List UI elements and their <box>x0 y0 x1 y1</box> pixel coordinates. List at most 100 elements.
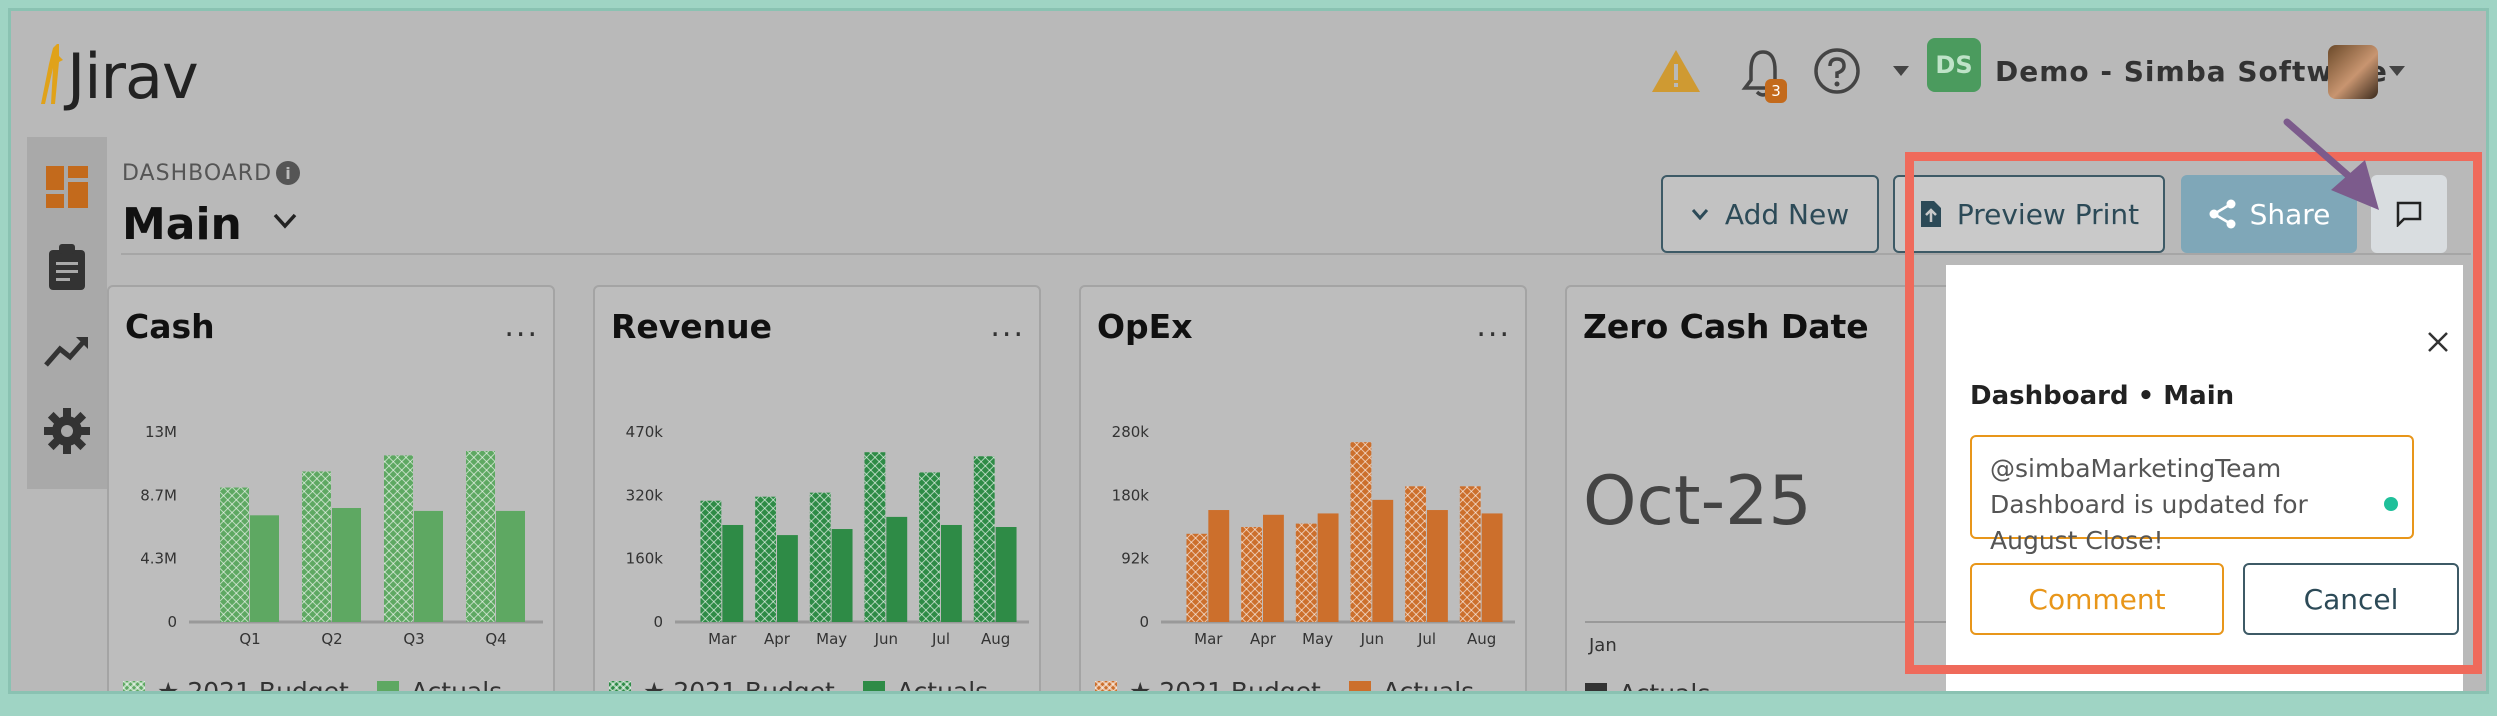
settings-icon <box>44 408 90 454</box>
legend-actuals-swatch <box>862 680 885 691</box>
company-name[interactable]: Demo - Simba Software <box>1995 55 2388 88</box>
zero-cash-date-value: Oct-25 <box>1583 462 1812 541</box>
close-icon[interactable] <box>2427 331 2449 357</box>
budget-bar <box>1350 442 1372 622</box>
user-avatar[interactable] <box>2328 45 2378 99</box>
x-tick-label: May <box>816 630 847 648</box>
help-chevron-down-icon[interactable] <box>1889 61 1913 81</box>
giraffe-icon <box>41 42 63 110</box>
breadcrumb[interactable]: DASHBOARD <box>122 161 273 186</box>
chart-legend: ★ 2021 Budget Actuals <box>609 677 989 694</box>
comment-panel: Dashboard • Main @simbaMarketingTeam Das… <box>1946 265 2463 691</box>
actuals-bar <box>1317 513 1339 622</box>
card-menu-button[interactable]: ... <box>990 309 1025 344</box>
file-print-icon <box>1920 201 1941 227</box>
x-tick-label: Mar <box>1194 630 1223 648</box>
sidebar-item-dashboard[interactable] <box>43 163 91 211</box>
legend-budget-swatch <box>609 680 631 691</box>
x-tick-label: Jul <box>931 630 950 648</box>
card-menu-button[interactable]: ... <box>504 309 539 344</box>
y-tick-label: 0 <box>1139 613 1149 631</box>
actuals-bar <box>722 524 744 622</box>
actuals-bar <box>777 535 798 622</box>
card-title: Revenue <box>611 307 773 346</box>
sidebar <box>27 137 107 489</box>
legend-budget-swatch <box>123 680 145 691</box>
budget-bar <box>1295 523 1317 622</box>
bell-icon[interactable]: 3 <box>1735 43 1791 103</box>
budget-bar <box>1241 527 1262 622</box>
y-tick-label: 13M <box>145 423 177 441</box>
sidebar-item-settings[interactable] <box>43 407 91 455</box>
add-new-chevron-icon <box>1691 209 1709 220</box>
sidebar-item-reports[interactable] <box>43 243 91 291</box>
y-tick-label: 0 <box>167 613 177 631</box>
comment-panel-title: Dashboard • Main <box>1970 381 2235 411</box>
add-new-label: Add New <box>1724 197 1850 231</box>
preview-print-label: Preview Print <box>1956 197 2140 231</box>
legend-actuals-swatch <box>1585 682 1607 691</box>
x-tick-label: Apr <box>1250 630 1277 648</box>
comment-submit-button[interactable]: Comment <box>1970 563 2224 635</box>
zero-axis-line <box>1585 621 2025 623</box>
legend-budget-label: ★ 2021 Budget <box>1129 677 1321 694</box>
help-icon[interactable] <box>1811 45 1863 97</box>
actuals-bar <box>941 524 962 622</box>
share-button[interactable]: Share <box>2181 175 2357 253</box>
x-tick-label: Apr <box>764 630 791 648</box>
title-chevron-down-icon[interactable] <box>273 213 297 233</box>
budget-bar <box>864 452 886 622</box>
card-menu-button[interactable]: ... <box>1476 309 1511 344</box>
budget-bar <box>466 451 495 622</box>
actuals-bar <box>886 516 908 622</box>
x-tick-label: Aug <box>1467 630 1496 648</box>
x-tick-label: May <box>1302 630 1333 648</box>
cash-card: Cash ... 0 4.3M 8.7M 13M Q1 Q2 Q3 Q4 ★ 2021 Bud… <box>107 285 555 694</box>
legend-budget-label: ★ 2021 Budget <box>157 677 349 694</box>
budget-bar <box>302 471 331 622</box>
status-dot <box>2384 497 2398 511</box>
actuals-bar <box>1481 513 1503 622</box>
legend-budget-label: ★ 2021 Budget <box>643 677 835 694</box>
actuals-bar <box>1372 499 1394 622</box>
preview-print-button[interactable]: Preview Print <box>1893 175 2165 253</box>
y-tick-label: 470k <box>626 423 664 441</box>
comment-input[interactable]: @simbaMarketingTeam Dashboard is updated… <box>1970 435 2414 555</box>
chart-legend: Actuals <box>1585 679 1710 691</box>
legend-actuals-label: Actuals <box>896 677 989 694</box>
clipboard-icon <box>49 244 85 290</box>
jirav-logo[interactable]: Jirav <box>41 40 199 113</box>
budget-bar <box>220 487 249 622</box>
legend-actuals-label: Actuals <box>1382 677 1475 694</box>
card-title: Zero Cash Date <box>1583 307 1869 346</box>
zero-axis-tick: Jan <box>1589 635 1617 656</box>
y-tick-label: 0 <box>653 613 663 631</box>
x-tick-label: Jul <box>1417 630 1436 648</box>
actuals-bar <box>831 529 853 622</box>
sidebar-item-analytics[interactable] <box>43 327 91 375</box>
add-new-button[interactable]: Add New <box>1661 175 1879 253</box>
company-avatar[interactable]: DS <box>1927 38 1981 92</box>
legend-budget-swatch <box>1095 680 1117 691</box>
actuals-bar <box>1427 510 1448 622</box>
revenue-chart: 0 160k 320k 470k Mar Apr May Jun Jul Aug <box>626 423 1029 648</box>
comments-button[interactable] <box>2371 175 2447 253</box>
warning-icon[interactable] <box>1648 45 1704 97</box>
budget-bar <box>1405 486 1426 622</box>
budget-bar <box>1459 486 1481 622</box>
actuals-bar <box>496 510 525 622</box>
info-icon[interactable]: i <box>276 161 300 185</box>
app-window: Jirav 3 DS Demo - Simba Software DASHBOA… <box>8 8 2489 694</box>
page-title[interactable]: Main <box>122 199 242 250</box>
cancel-button[interactable]: Cancel <box>2243 563 2459 635</box>
legend-actuals-label: Actuals <box>410 677 503 694</box>
actuals-bar <box>414 510 443 622</box>
notification-count-badge: 3 <box>1765 79 1787 103</box>
y-tick-label: 4.3M <box>140 550 177 568</box>
highlight-box <box>1905 152 2482 674</box>
budget-bar <box>1186 533 1208 622</box>
budget-bar <box>919 472 940 622</box>
y-tick-label: 8.7M <box>140 486 177 504</box>
opex-card: OpEx ... 0 92k 180k 280k Mar Apr May Jun Jul Aug … <box>1079 285 1527 694</box>
user-chevron-down-icon[interactable] <box>2385 61 2409 81</box>
